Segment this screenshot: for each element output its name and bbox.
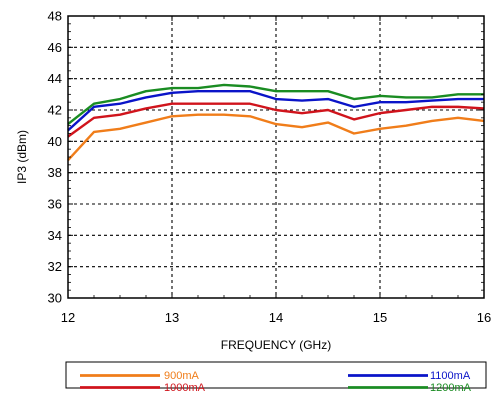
y-axis-tick-labels: 30 32 34 36 38 40 42 44 46 48 xyxy=(48,9,62,306)
y-tick-label: 36 xyxy=(48,197,62,212)
series-line-900mA xyxy=(67,113,485,161)
legend-label-1000mA: 1000mA xyxy=(164,382,206,394)
series-line-1000mA xyxy=(67,102,485,138)
y-tick-label: 42 xyxy=(48,103,62,118)
series-line-1200mA xyxy=(67,83,484,126)
y-tick-label: 46 xyxy=(48,40,62,55)
legend-label-1100mA: 1100mA xyxy=(430,370,471,382)
y-tick-label: 38 xyxy=(48,165,62,180)
series-lines xyxy=(67,83,485,161)
x-tick-label: 16 xyxy=(477,310,491,325)
x-tick-label: 13 xyxy=(165,310,179,325)
y-axis-title: IP3 (dBm) xyxy=(15,130,29,184)
legend-label-1200mA: 1200mA xyxy=(430,382,472,394)
y-tick-label: 30 xyxy=(48,291,62,306)
legend-label-900mA: 900mA xyxy=(164,370,200,382)
y-tick-label: 48 xyxy=(48,9,62,24)
y-tick-label: 34 xyxy=(48,228,62,243)
x-axis-title: FREQUENCY (GHz) xyxy=(221,338,331,352)
y-tick-label: 32 xyxy=(48,259,62,274)
x-tick-label: 15 xyxy=(373,310,387,325)
grid-lines xyxy=(68,16,484,298)
x-tick-label: 12 xyxy=(61,310,75,325)
y-tick-label: 44 xyxy=(48,71,62,86)
axis-ticks xyxy=(67,15,485,299)
series-line-1100mA xyxy=(67,89,484,132)
x-axis-tick-labels: 12 13 14 15 16 xyxy=(61,310,491,325)
y-tick-label: 40 xyxy=(48,134,62,149)
x-tick-label: 14 xyxy=(269,310,283,325)
